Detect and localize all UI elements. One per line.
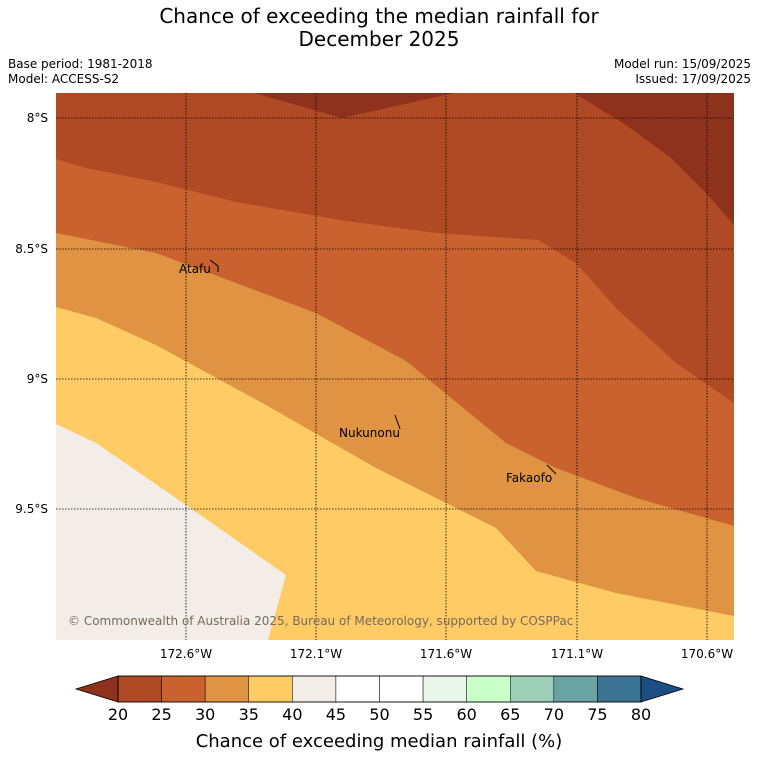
colorbar-cell-60-65: [466, 675, 511, 703]
meta-left: Base period: 1981-2018 Model: ACCESS-S2: [8, 57, 153, 87]
colorbar-under-arrow: [74, 675, 119, 703]
colorbar-cell-65-70: [510, 675, 555, 703]
lon-label-171-1w: 171.1°W: [550, 647, 604, 661]
lon-label-172-1w: 172.1°W: [289, 647, 343, 661]
lat-label-8s: 8°S: [26, 111, 48, 125]
base-period: Base period: 1981-2018: [8, 57, 153, 71]
colorbar-tick-50: 50: [369, 705, 390, 724]
colorbar-tick-45: 45: [325, 705, 347, 724]
colorbar-cell-35-40: [248, 675, 293, 703]
colorbar-tick-75: 75: [587, 705, 608, 724]
lat-label-9-5s: 9.5°S: [15, 502, 48, 516]
colorbar-tick-25: 25: [151, 705, 172, 724]
colorbar-cell-50-55: [379, 675, 424, 703]
title-line-2: December 2025: [298, 27, 460, 51]
model-run: Model run: 15/09/2025: [613, 57, 751, 71]
fakaofo-atoll-shape: [546, 464, 557, 475]
lon-label-171-6w: 171.6°W: [419, 647, 473, 661]
model-name: Model: ACCESS-S2: [8, 72, 120, 86]
colorbar-tick-30: 30: [194, 705, 216, 724]
colorbar-over-arrow: [640, 675, 685, 703]
colorbar-tick-60: 60: [456, 705, 477, 724]
gridlines: [56, 93, 734, 640]
nukunonu-atoll-shape: [394, 414, 401, 430]
lat-label-9s: 9°S: [26, 372, 48, 386]
map-title: Chance of exceeding the median rainfall …: [0, 5, 758, 51]
place-label-nukunonu: Nukunonu: [339, 426, 400, 440]
colorbar-tick-40: 40: [282, 705, 303, 724]
band-40-45: [56, 424, 286, 640]
band-below-20-top: [254, 93, 454, 118]
colorbar-tick-20: 20: [107, 705, 129, 724]
map-contours: [56, 93, 734, 640]
band-20-25: [56, 93, 734, 403]
lat-label-8-5s: 8.5°S: [15, 242, 48, 256]
colorbar-tick-65: 65: [500, 705, 521, 724]
copyright-notice: © Commonwealth of Australia 2025, Bureau…: [68, 614, 574, 628]
colorbar-tick-35: 35: [238, 705, 259, 724]
meta-right: Model run: 15/09/2025 Issued: 17/09/2025: [614, 57, 751, 87]
title-line-1: Chance of exceeding the median rainfall …: [159, 4, 599, 28]
colorbar-cell-45-50: [335, 675, 380, 703]
lon-label-172-6w: 172.6°W: [159, 647, 213, 661]
colorbar-frame: [117, 675, 642, 703]
colorbar-label: Chance of exceeding median rainfall (%): [195, 731, 563, 752]
colorbar-tick-70: 70: [543, 705, 564, 724]
colorbar-tick-80: 80: [630, 705, 652, 724]
place-label-atafu: Atafu: [179, 262, 211, 276]
lon-label-170-6w: 170.6°W: [680, 647, 734, 661]
colorbar-cell-30-35: [204, 675, 250, 703]
colorbar-cell-70-75: [553, 675, 598, 703]
colorbar-cell-40-45: [292, 675, 337, 703]
colorbar-cell-55-60: [422, 675, 467, 703]
colorbar-tick-55: 55: [412, 705, 434, 724]
map-area: [56, 93, 734, 640]
colorbar-cell-25-30: [161, 675, 206, 703]
place-label-fakaofo: Fakaofo: [506, 471, 553, 485]
colorbar-cell-75-80: [597, 675, 642, 703]
band-below-20-corner: [574, 93, 734, 225]
issued-date: Issued: 17/09/2025: [635, 72, 751, 86]
colorbar-cell-20-25: [117, 675, 162, 703]
atafu-atoll-shape: [209, 259, 219, 272]
